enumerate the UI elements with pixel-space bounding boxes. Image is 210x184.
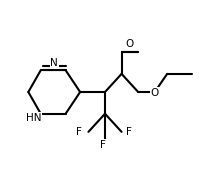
Text: O: O <box>126 39 134 49</box>
Text: F: F <box>76 127 82 137</box>
Text: F: F <box>126 127 132 137</box>
Text: HN: HN <box>26 113 41 123</box>
Text: O: O <box>151 88 159 98</box>
Text: N: N <box>50 58 58 68</box>
Text: F: F <box>100 139 106 150</box>
